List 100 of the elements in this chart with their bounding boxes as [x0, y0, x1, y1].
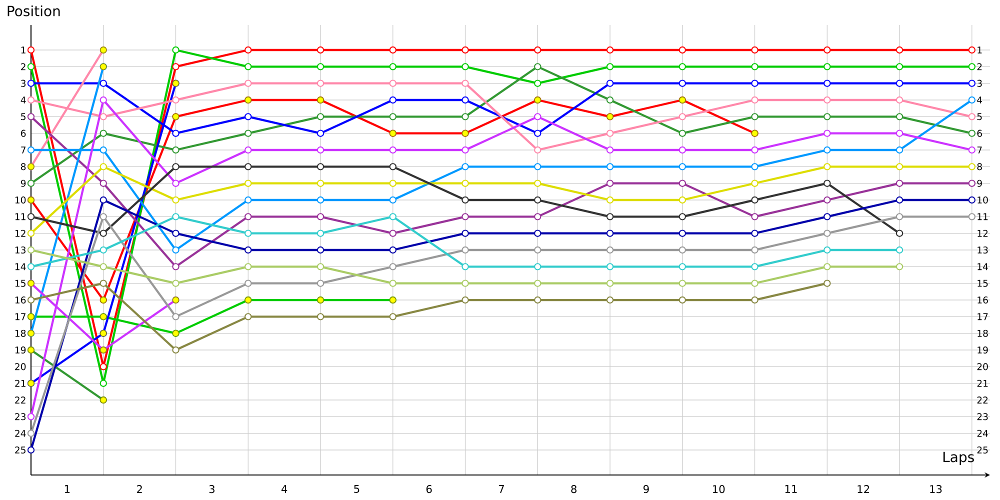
point — [389, 263, 396, 270]
point — [100, 96, 107, 104]
point — [968, 163, 976, 170]
x-tick-label: 13 — [930, 485, 942, 494]
y2-tick-label: 21 — [977, 380, 988, 387]
y2-tick-label: 10 — [978, 196, 988, 204]
point — [534, 196, 542, 204]
point — [244, 213, 252, 220]
point — [27, 446, 35, 454]
point — [678, 113, 686, 120]
point — [389, 213, 396, 220]
point — [824, 96, 831, 104]
y2-tick-label: 12 — [978, 230, 988, 237]
point — [462, 280, 469, 287]
y-tick-label: 23 — [15, 413, 26, 420]
point — [172, 63, 180, 70]
point — [678, 46, 686, 54]
point — [968, 96, 976, 104]
point — [27, 413, 35, 420]
point — [896, 213, 904, 220]
point — [172, 46, 180, 54]
point — [896, 130, 904, 137]
point — [896, 163, 904, 170]
point — [896, 196, 904, 204]
point — [678, 280, 686, 287]
y2-tick-label: 3 — [977, 80, 982, 87]
point — [462, 213, 469, 220]
x-tick-label: 6 — [426, 485, 432, 494]
point — [27, 296, 35, 304]
point — [100, 180, 107, 187]
point — [896, 180, 904, 187]
point — [678, 80, 686, 87]
point — [896, 80, 904, 87]
x-tick-label: 11 — [785, 485, 797, 493]
point — [27, 63, 35, 70]
point — [100, 146, 107, 154]
y2-tick-label: 5 — [977, 113, 982, 120]
y-tick-label: 5 — [21, 113, 26, 120]
y-tick-label: 15 — [15, 280, 26, 287]
point — [316, 246, 324, 254]
x-tick-label: 2 — [136, 485, 142, 493]
y-tick-label: 24 — [15, 430, 26, 437]
x-tick-label: 7 — [498, 485, 504, 493]
point — [824, 80, 831, 87]
point — [316, 163, 324, 170]
point — [462, 263, 469, 270]
y-tick-label: 3 — [21, 80, 26, 87]
point — [606, 263, 614, 270]
point — [100, 113, 107, 120]
point — [824, 163, 831, 170]
point — [606, 163, 614, 170]
y-tick-label: 25 — [15, 446, 26, 454]
point — [606, 80, 614, 87]
point — [100, 196, 107, 204]
point — [244, 80, 252, 87]
point — [244, 180, 252, 187]
point — [824, 180, 831, 187]
y2-tick-label: 8 — [977, 163, 982, 170]
x-axis-title: Laps — [943, 452, 974, 465]
point — [678, 213, 686, 220]
y-tick-label: 2 — [21, 63, 26, 70]
point — [968, 63, 976, 70]
point — [751, 146, 758, 154]
point — [534, 130, 542, 137]
point — [100, 230, 107, 237]
point — [606, 213, 614, 220]
point — [462, 46, 469, 54]
point — [172, 346, 180, 354]
x-tick-label: 3 — [209, 485, 214, 494]
point — [389, 196, 396, 204]
y2-tick-label: 11 — [978, 213, 988, 220]
point — [534, 213, 542, 220]
point — [27, 230, 35, 237]
y2-tick-label: 22 — [977, 396, 988, 404]
point — [244, 46, 252, 54]
point — [606, 146, 614, 154]
point — [27, 46, 35, 54]
point — [27, 146, 35, 154]
y2-tick-label: 13 — [978, 246, 988, 254]
x-tick-label: 8 — [571, 485, 577, 494]
point — [824, 63, 831, 70]
point — [824, 46, 831, 54]
point — [678, 196, 686, 204]
x-tick-label: 12 — [858, 485, 870, 493]
x-tick-label: 1 — [64, 485, 70, 493]
y2-tick-label: 20 — [977, 363, 988, 370]
point — [316, 196, 324, 204]
point — [389, 280, 396, 287]
point — [172, 263, 180, 270]
y-tick-label: 18 — [15, 330, 26, 337]
point — [462, 180, 469, 187]
x-tick-label: 10 — [712, 485, 725, 494]
point — [172, 280, 180, 287]
y2-tick-label: 17 — [978, 313, 988, 320]
point — [606, 230, 614, 237]
point — [244, 280, 252, 287]
point — [100, 130, 107, 137]
point — [316, 280, 324, 287]
point — [244, 196, 252, 204]
point — [316, 213, 324, 220]
